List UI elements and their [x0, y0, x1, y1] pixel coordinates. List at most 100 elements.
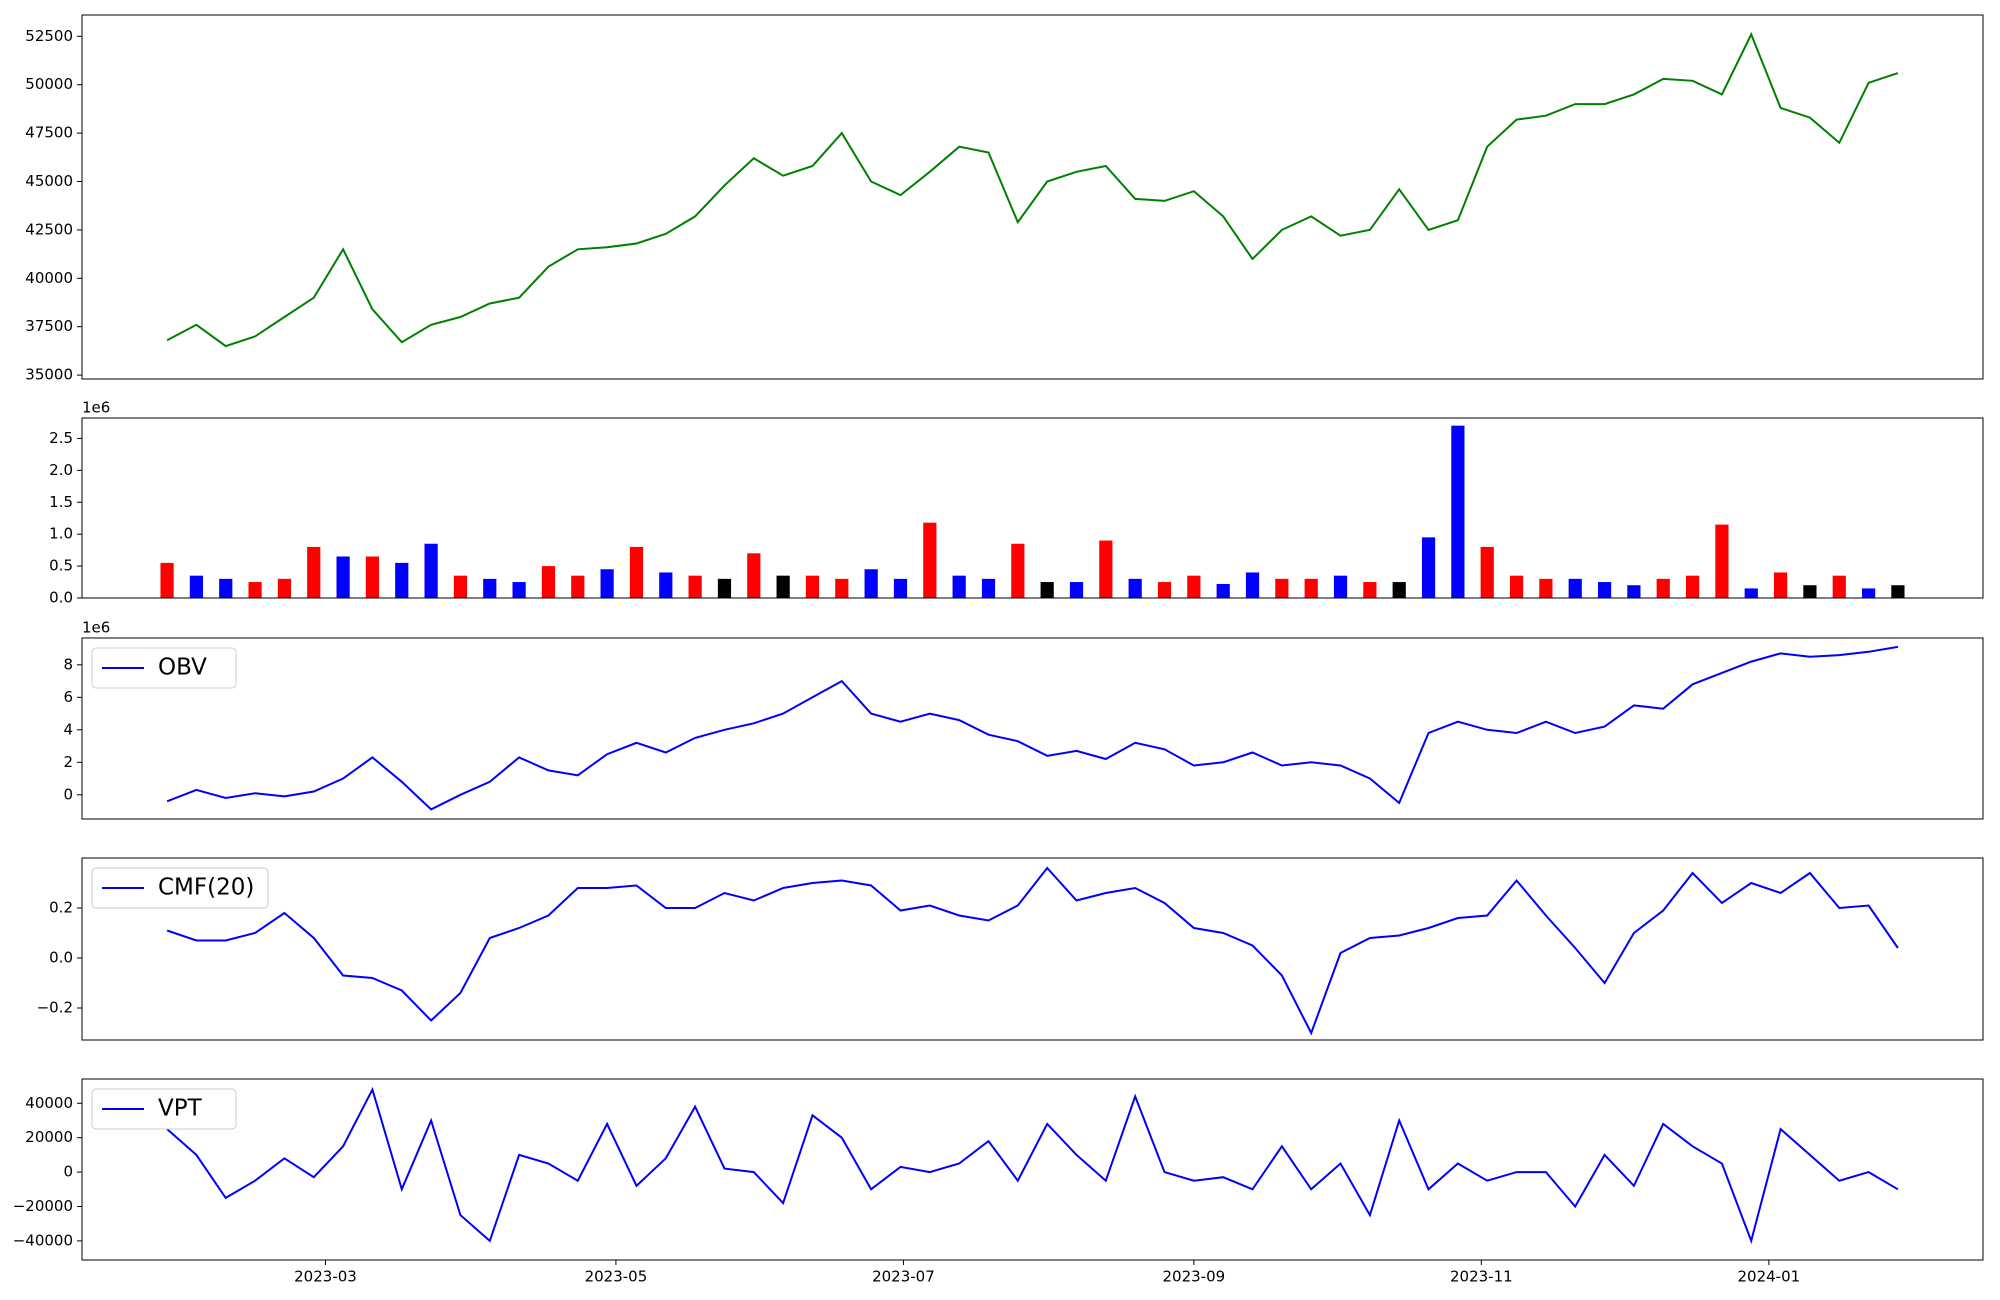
volume-bar [571, 575, 585, 598]
y-tick-label: 0.0 [49, 949, 73, 967]
volume-bar [1157, 582, 1172, 598]
volume-bar [277, 578, 292, 598]
y-tick-label: −40000 [13, 1231, 73, 1249]
volume-bar [1392, 582, 1406, 598]
legend-label: OBV [158, 655, 207, 681]
axes-frame [81, 417, 1984, 599]
x-tick-label: 2023-05 [585, 1268, 648, 1286]
volume-bar [688, 575, 702, 598]
axes-frame [81, 1078, 1984, 1261]
volume-bar [1861, 588, 1876, 598]
volume-bar [600, 569, 614, 598]
volume-bar [365, 556, 380, 598]
y-tick-label: 47500 [25, 124, 73, 142]
volume-bar [1187, 575, 1201, 598]
y-tick-label: 35000 [25, 366, 73, 384]
volume-bar [1040, 582, 1054, 598]
line [166, 31, 1899, 348]
volume-bar [395, 562, 409, 598]
y-tick-label: 45000 [25, 172, 73, 190]
volume-bar [747, 553, 761, 598]
y-tick-label: 37500 [25, 317, 73, 335]
y-tick-label: 1.5 [49, 493, 73, 511]
y-tick-label: 40000 [25, 269, 73, 287]
y-tick-label: 2.0 [49, 461, 73, 479]
volume-bar [1568, 578, 1582, 598]
volume-bar [160, 562, 174, 598]
y-tick-label: 20000 [25, 1128, 73, 1146]
y-tick-label: 52500 [25, 27, 73, 45]
volume-bar [219, 578, 233, 598]
x-tick-label: 2023-11 [1450, 1268, 1513, 1286]
y-tick-label: −0.2 [37, 999, 73, 1017]
volume-bar [1245, 572, 1260, 598]
line [166, 645, 1899, 811]
y-tick-label: −20000 [13, 1197, 73, 1215]
volume-bar [1216, 583, 1230, 598]
y-tick-label: 40000 [25, 1094, 73, 1112]
y-tick-label: 0.2 [49, 899, 73, 917]
volume-bar [1128, 578, 1142, 598]
volume-bar [1363, 582, 1377, 598]
legend-box [91, 1088, 237, 1130]
volume-bar [307, 546, 321, 598]
volume-bar [1421, 537, 1436, 598]
volume-bar [1509, 575, 1524, 598]
volume-bar [1685, 575, 1700, 598]
y-tick-label: 2 [63, 753, 73, 771]
axes-frame [81, 637, 1984, 820]
y-tick-label: 42500 [25, 220, 73, 238]
y-tick-label: 4 [63, 720, 73, 738]
volume-bar [453, 575, 468, 598]
y-offset-label: 1e6 [82, 619, 110, 637]
y-offset-label: 1e6 [82, 399, 110, 417]
volume-bar [952, 575, 966, 598]
volume-bar [1333, 575, 1348, 598]
y-tick-label: 8 [63, 655, 73, 673]
axes-frame [81, 857, 1984, 1041]
legend-label: CMF(20) [158, 875, 254, 901]
y-tick-label: 0.0 [49, 589, 73, 607]
x-tick-label: 2023-03 [294, 1268, 357, 1286]
y-tick-label: 50000 [25, 75, 73, 93]
volume-bar [717, 578, 732, 598]
volume-bar [1099, 540, 1113, 598]
volume-bar [1539, 578, 1553, 598]
y-tick-label: 0.5 [49, 557, 73, 575]
volume-bar [1069, 582, 1084, 598]
volume-bar [512, 582, 526, 598]
volume-bar [1656, 578, 1670, 598]
volume-bar [893, 578, 908, 598]
volume-bar [629, 546, 644, 598]
legend-box [91, 867, 269, 909]
volume-bar [1275, 578, 1289, 598]
volume-bar [1011, 543, 1025, 598]
x-tick-label: 2023-07 [872, 1268, 935, 1286]
volume-bar [1832, 575, 1846, 598]
legend-label: VPT [158, 1096, 203, 1122]
y-tick-label: 0 [63, 1163, 73, 1181]
volume-bar [336, 556, 350, 598]
volume-bar [1773, 572, 1788, 598]
axes-frame [81, 14, 1984, 380]
x-tick-label: 2023-09 [1163, 1268, 1226, 1286]
y-tick-label: 0 [63, 785, 73, 803]
volume-bar [659, 572, 673, 598]
volume-bar [1744, 588, 1758, 598]
volume-bar [189, 575, 204, 598]
x-tick-label: 2024-01 [1738, 1268, 1801, 1286]
volume-bar [248, 582, 262, 598]
volume-bar [923, 522, 937, 598]
legend-box [91, 647, 237, 689]
volume-bar [1304, 578, 1318, 598]
volume-bar [835, 578, 849, 598]
line [166, 1086, 1899, 1245]
y-tick-label: 2.5 [49, 429, 73, 447]
volume-bar [1451, 425, 1465, 598]
volume-bar [1597, 582, 1612, 598]
volume-bar [1627, 585, 1641, 598]
line [166, 866, 1899, 1036]
volume-bar [981, 578, 996, 598]
volume-bar [1891, 585, 1905, 598]
